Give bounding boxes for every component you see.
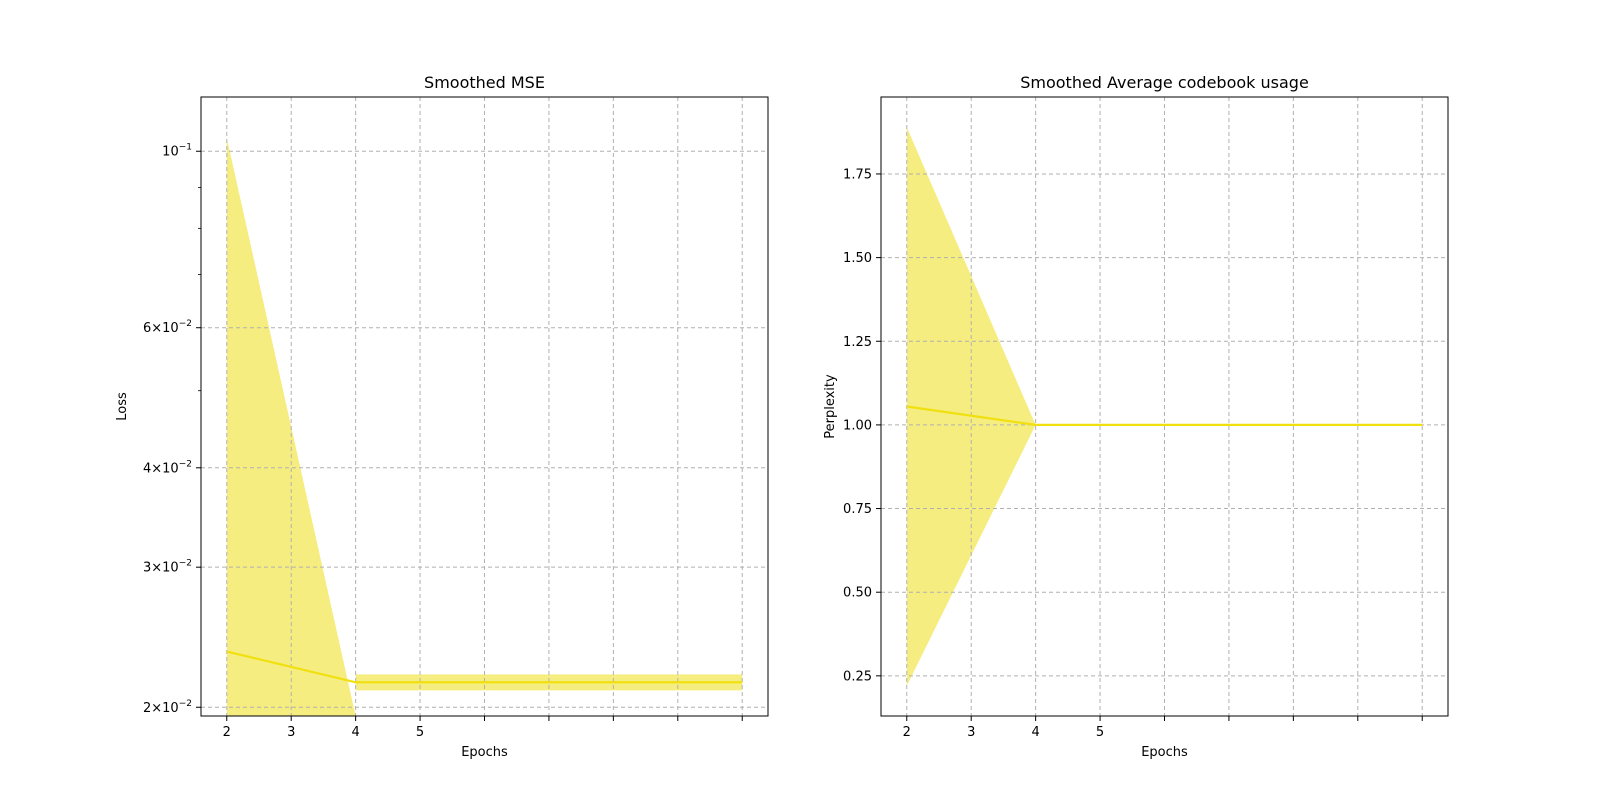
y-tick-base: 3×10	[143, 561, 179, 576]
y-tick-label: 1.00	[843, 418, 872, 433]
y-tick-label: 10−1	[162, 143, 192, 160]
x-axis-label: Epochs	[461, 745, 508, 760]
y-tick-label: 1.50	[843, 251, 872, 266]
x-tick-label: 5	[1096, 725, 1104, 740]
confidence-band-0	[906, 127, 1423, 686]
y-tick-label: 2×10−2	[143, 699, 192, 716]
x-tick-label: 2	[223, 725, 231, 740]
x-tick-label: 3	[967, 725, 975, 740]
y-tick-base: 2×10	[143, 701, 179, 716]
y-tick-label: 3×10−2	[143, 559, 192, 576]
y-tick-label: 0.25	[843, 669, 872, 684]
x-tick-label: 2	[903, 725, 911, 740]
y-axis-label: Loss	[115, 392, 130, 421]
y-tick-base: 10	[162, 145, 179, 160]
y-tick-label: 1.75	[843, 167, 872, 182]
y-tick-exponent: −2	[179, 459, 192, 469]
x-tick-label: 3	[287, 725, 295, 740]
codebook-usage-subplot: 2 3 4 5 0.25 0.50 0.75 1.00 1.25 1.50 1.75 Smoothed…	[823, 73, 1449, 760]
x-tick-label: 4	[1031, 725, 1039, 740]
y-tick-base: 4×10	[143, 461, 179, 476]
chart-title: Smoothed MSE	[424, 73, 545, 92]
y-tick-label: 0.75	[843, 502, 872, 517]
x-tick-label: 5	[416, 725, 424, 740]
mse-subplot: 2 3 4 510−16×10−24×10−23×10−22×10−2Smoothed…	[115, 73, 769, 760]
y-tick-exponent: −2	[179, 559, 192, 569]
y-tick-exponent: −1	[179, 143, 192, 153]
chart-title: Smoothed Average codebook usage	[1020, 73, 1309, 92]
x-axis-label: Epochs	[1141, 745, 1188, 760]
x-tick-label: 4	[351, 725, 359, 740]
y-tick-exponent: −2	[179, 319, 192, 329]
y-tick-label: 1.25	[843, 335, 872, 350]
y-tick-base: 6×10	[143, 321, 179, 336]
y-tick-label: 6×10−2	[143, 319, 192, 336]
y-tick-label: 4×10−2	[143, 459, 192, 476]
confidence-band-0	[226, 137, 743, 716]
y-tick-label: 0.50	[843, 586, 872, 601]
y-axis-label: Perplexity	[823, 374, 838, 439]
y-tick-exponent: −2	[179, 699, 192, 709]
